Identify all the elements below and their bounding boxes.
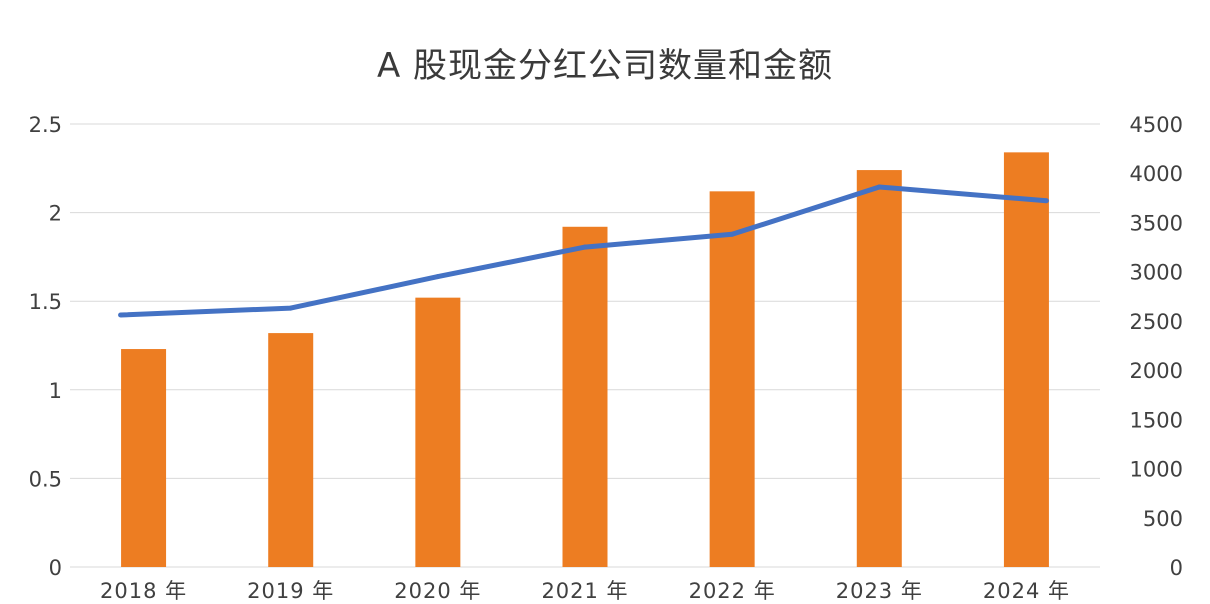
right-y-tick-label: 3500 bbox=[1130, 211, 1183, 235]
x-tick-label: 2021 年 bbox=[541, 579, 628, 603]
left-y-tick-label: 2.5 bbox=[29, 113, 62, 137]
x-tick-label: 2019 年 bbox=[247, 579, 334, 603]
right-y-tick-label: 500 bbox=[1143, 507, 1183, 531]
line-series bbox=[118, 184, 1049, 318]
right-y-tick-label: 1500 bbox=[1130, 408, 1183, 432]
line-point bbox=[118, 312, 124, 318]
right-y-tick-label: 2500 bbox=[1130, 310, 1183, 334]
bar bbox=[1003, 152, 1049, 568]
bar bbox=[121, 349, 167, 567]
x-tick-label: 2023 年 bbox=[836, 579, 923, 603]
bar bbox=[709, 191, 755, 567]
x-tick-label: 2022 年 bbox=[689, 579, 776, 603]
line-point bbox=[876, 184, 882, 190]
line-point bbox=[435, 274, 441, 280]
bar bbox=[268, 333, 314, 567]
line-point bbox=[1043, 198, 1049, 204]
x-axis: 2018 年 2019 年 2020 年 2021 年 2022 年 2023 年 2024… bbox=[100, 579, 1070, 603]
right-y-tick-label: 3000 bbox=[1130, 261, 1183, 285]
x-tick-label: 2018 年 bbox=[100, 579, 187, 603]
line-point bbox=[582, 244, 588, 250]
right-y-axis: 0 500 1000 1500 2000 2500 3000 3500 4000 4500 bbox=[1130, 113, 1183, 580]
left-y-tick-label: 0 bbox=[49, 556, 62, 580]
bar bbox=[562, 226, 608, 567]
left-y-tick-label: 0.5 bbox=[29, 467, 62, 491]
right-y-tick-label: 4000 bbox=[1130, 162, 1183, 186]
left-y-axis: 0 0.5 1 1.5 2 2.5 bbox=[29, 113, 62, 580]
right-y-tick-label: 4500 bbox=[1130, 113, 1183, 137]
bar bbox=[415, 297, 461, 567]
line-point bbox=[729, 231, 735, 237]
left-y-tick-label: 1.5 bbox=[29, 290, 62, 314]
right-y-tick-label: 0 bbox=[1170, 556, 1183, 580]
line-point bbox=[288, 305, 294, 311]
chart-title: A 股现金分红公司数量和金额 bbox=[376, 46, 834, 86]
right-y-tick-label: 2000 bbox=[1130, 359, 1183, 383]
x-tick-label: 2020 年 bbox=[394, 579, 481, 603]
bar-series bbox=[121, 152, 1049, 568]
left-y-tick-label: 2 bbox=[49, 202, 62, 226]
right-y-tick-label: 1000 bbox=[1130, 458, 1183, 482]
x-tick-label: 2024 年 bbox=[983, 579, 1070, 603]
left-y-tick-label: 1 bbox=[49, 379, 62, 403]
bar bbox=[856, 170, 902, 567]
